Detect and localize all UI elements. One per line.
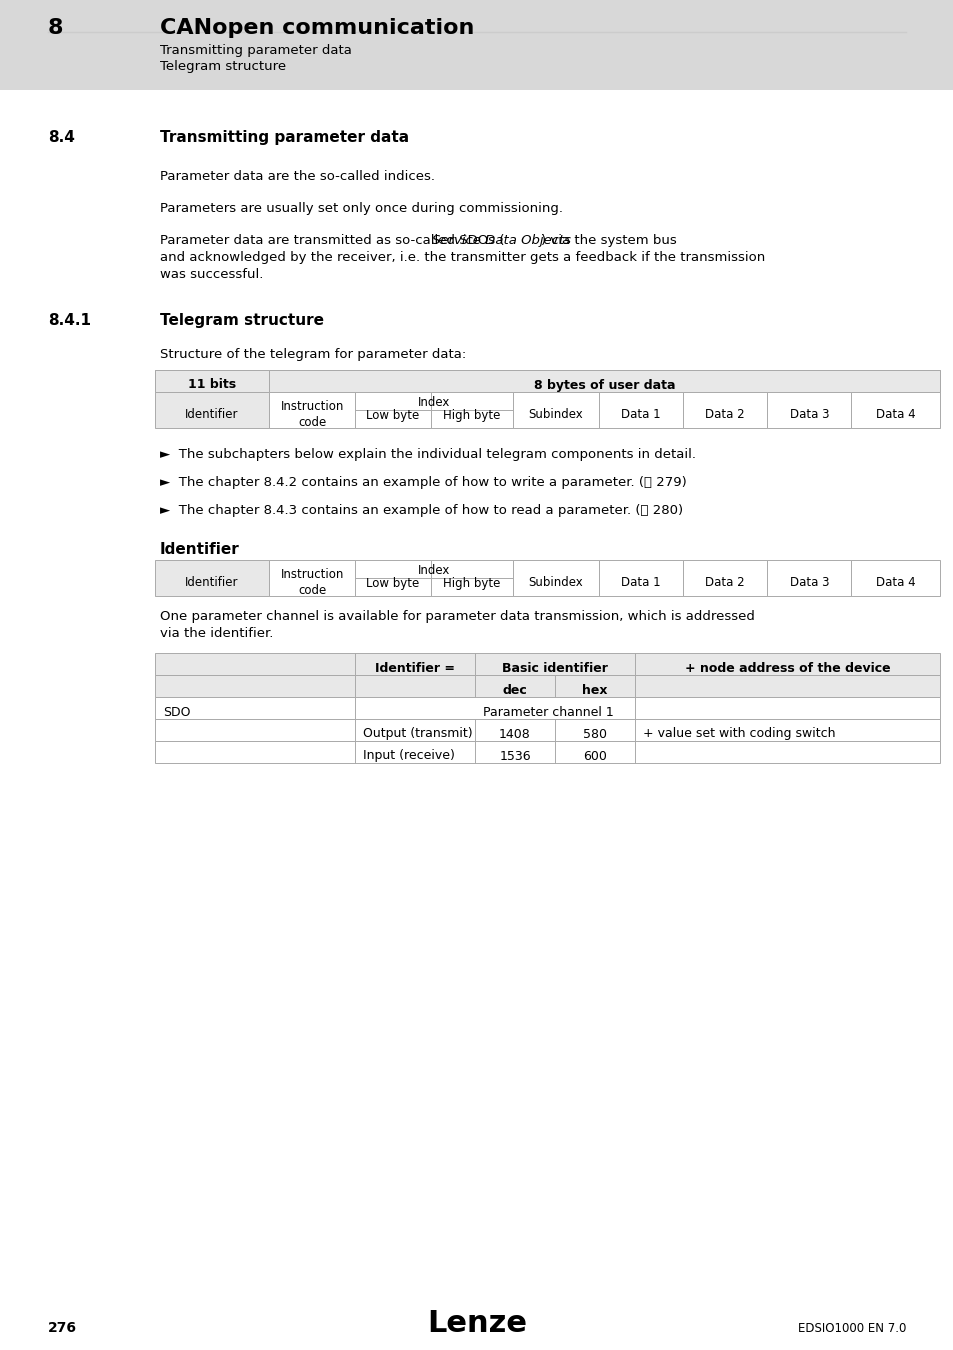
Text: Telegram structure: Telegram structure xyxy=(160,59,286,73)
Bar xyxy=(154,720,939,741)
Bar xyxy=(598,392,682,428)
Text: Instruction
code: Instruction code xyxy=(280,568,343,598)
Bar xyxy=(430,392,512,428)
Bar xyxy=(269,370,939,392)
Text: Telegram structure: Telegram structure xyxy=(160,313,324,328)
Text: Instruction
code: Instruction code xyxy=(280,401,343,429)
Text: 8: 8 xyxy=(48,18,64,38)
Text: 600: 600 xyxy=(582,749,606,763)
Text: + value set with coding switch: + value set with coding switch xyxy=(642,728,835,741)
Bar xyxy=(0,0,953,90)
Text: ►  The chapter 8.4.3 contains an example of how to read a parameter. (⌸ 280): ► The chapter 8.4.3 contains an example … xyxy=(160,504,682,517)
Bar xyxy=(154,370,939,392)
Text: Parameter data are transmitted as so-called SDOs (: Parameter data are transmitted as so-cal… xyxy=(160,234,504,247)
Bar xyxy=(154,741,939,763)
Bar xyxy=(512,560,598,595)
Bar xyxy=(598,560,682,595)
Bar xyxy=(154,697,939,720)
Text: Data 1: Data 1 xyxy=(620,409,660,421)
Bar xyxy=(154,370,269,392)
Text: Index: Index xyxy=(417,396,450,409)
Bar xyxy=(154,392,269,428)
Text: + node address of the device: + node address of the device xyxy=(684,662,889,675)
Text: Identifier: Identifier xyxy=(185,576,238,590)
Text: Basic identifier: Basic identifier xyxy=(501,662,607,675)
Text: 1408: 1408 xyxy=(498,728,530,741)
Bar xyxy=(355,392,430,428)
Text: High byte: High byte xyxy=(442,578,499,590)
Bar xyxy=(269,392,355,428)
Text: Parameters are usually set only once during commissioning.: Parameters are usually set only once dur… xyxy=(160,202,562,215)
Bar xyxy=(766,392,850,428)
Bar xyxy=(430,560,512,595)
Text: 1536: 1536 xyxy=(498,749,530,763)
Text: Structure of the telegram for parameter data:: Structure of the telegram for parameter … xyxy=(160,348,466,360)
Text: ►  The chapter 8.4.2 contains an example of how to write a parameter. (⌸ 279): ► The chapter 8.4.2 contains an example … xyxy=(160,477,686,489)
Text: Identifier =: Identifier = xyxy=(375,662,455,675)
Text: Identifier: Identifier xyxy=(185,409,238,421)
Text: ) via the system bus: ) via the system bus xyxy=(541,234,677,247)
Text: ►  The subchapters below explain the individual telegram components in detail.: ► The subchapters below explain the indi… xyxy=(160,448,696,460)
Text: Service Data Objects: Service Data Objects xyxy=(432,234,571,247)
Text: 11 bits: 11 bits xyxy=(188,378,235,392)
Text: Data 2: Data 2 xyxy=(704,576,744,590)
Text: Lenze: Lenze xyxy=(427,1310,526,1338)
Text: 276: 276 xyxy=(48,1322,77,1335)
Text: Data 1: Data 1 xyxy=(620,576,660,590)
Text: Subindex: Subindex xyxy=(528,576,582,590)
Text: CANopen communication: CANopen communication xyxy=(160,18,474,38)
Text: was successful.: was successful. xyxy=(160,269,263,281)
Bar xyxy=(682,560,766,595)
Text: 580: 580 xyxy=(582,728,606,741)
Text: dec: dec xyxy=(502,683,527,697)
Text: 8 bytes of user data: 8 bytes of user data xyxy=(534,378,675,392)
Bar xyxy=(850,560,939,595)
Text: Parameter data are the so-called indices.: Parameter data are the so-called indices… xyxy=(160,170,435,184)
Text: Data 3: Data 3 xyxy=(789,576,828,590)
Text: Transmitting parameter data: Transmitting parameter data xyxy=(160,45,352,57)
Text: Output (transmit): Output (transmit) xyxy=(363,728,472,741)
Bar xyxy=(682,392,766,428)
Text: Transmitting parameter data: Transmitting parameter data xyxy=(160,130,409,144)
Text: Subindex: Subindex xyxy=(528,409,582,421)
Bar xyxy=(154,653,939,675)
Text: One parameter channel is available for parameter data transmission, which is add: One parameter channel is available for p… xyxy=(160,610,754,622)
Bar xyxy=(355,560,430,595)
Text: hex: hex xyxy=(581,683,607,697)
Text: Index: Index xyxy=(417,563,450,576)
Text: via the identifier.: via the identifier. xyxy=(160,626,274,640)
Text: and acknowledged by the receiver, i.e. the transmitter gets a feedback if the tr: and acknowledged by the receiver, i.e. t… xyxy=(160,251,764,265)
Text: Identifier: Identifier xyxy=(160,541,239,558)
Text: Data 4: Data 4 xyxy=(875,409,915,421)
Bar xyxy=(154,675,939,697)
Text: Low byte: Low byte xyxy=(366,578,419,590)
Text: High byte: High byte xyxy=(442,409,499,423)
Text: Low byte: Low byte xyxy=(366,409,419,423)
Text: Data 4: Data 4 xyxy=(875,576,915,590)
Text: Input (receive): Input (receive) xyxy=(363,749,455,763)
Text: 8.4.1: 8.4.1 xyxy=(48,313,91,328)
Bar xyxy=(850,392,939,428)
Bar xyxy=(766,560,850,595)
Text: Parameter channel 1: Parameter channel 1 xyxy=(482,706,613,718)
Bar xyxy=(269,560,355,595)
Text: SDO: SDO xyxy=(163,706,191,718)
Text: Data 3: Data 3 xyxy=(789,409,828,421)
Text: 8.4: 8.4 xyxy=(48,130,74,144)
Bar xyxy=(154,560,269,595)
Text: EDSIO1000 EN 7.0: EDSIO1000 EN 7.0 xyxy=(797,1322,905,1335)
Text: Data 2: Data 2 xyxy=(704,409,744,421)
Bar xyxy=(512,392,598,428)
